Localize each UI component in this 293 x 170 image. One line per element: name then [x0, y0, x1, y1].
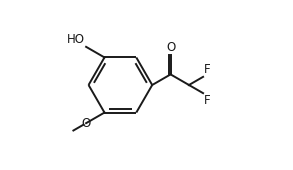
Text: F: F — [204, 94, 211, 107]
Text: O: O — [166, 40, 175, 54]
Text: HO: HO — [67, 33, 85, 46]
Text: F: F — [204, 63, 211, 76]
Text: O: O — [81, 117, 91, 130]
